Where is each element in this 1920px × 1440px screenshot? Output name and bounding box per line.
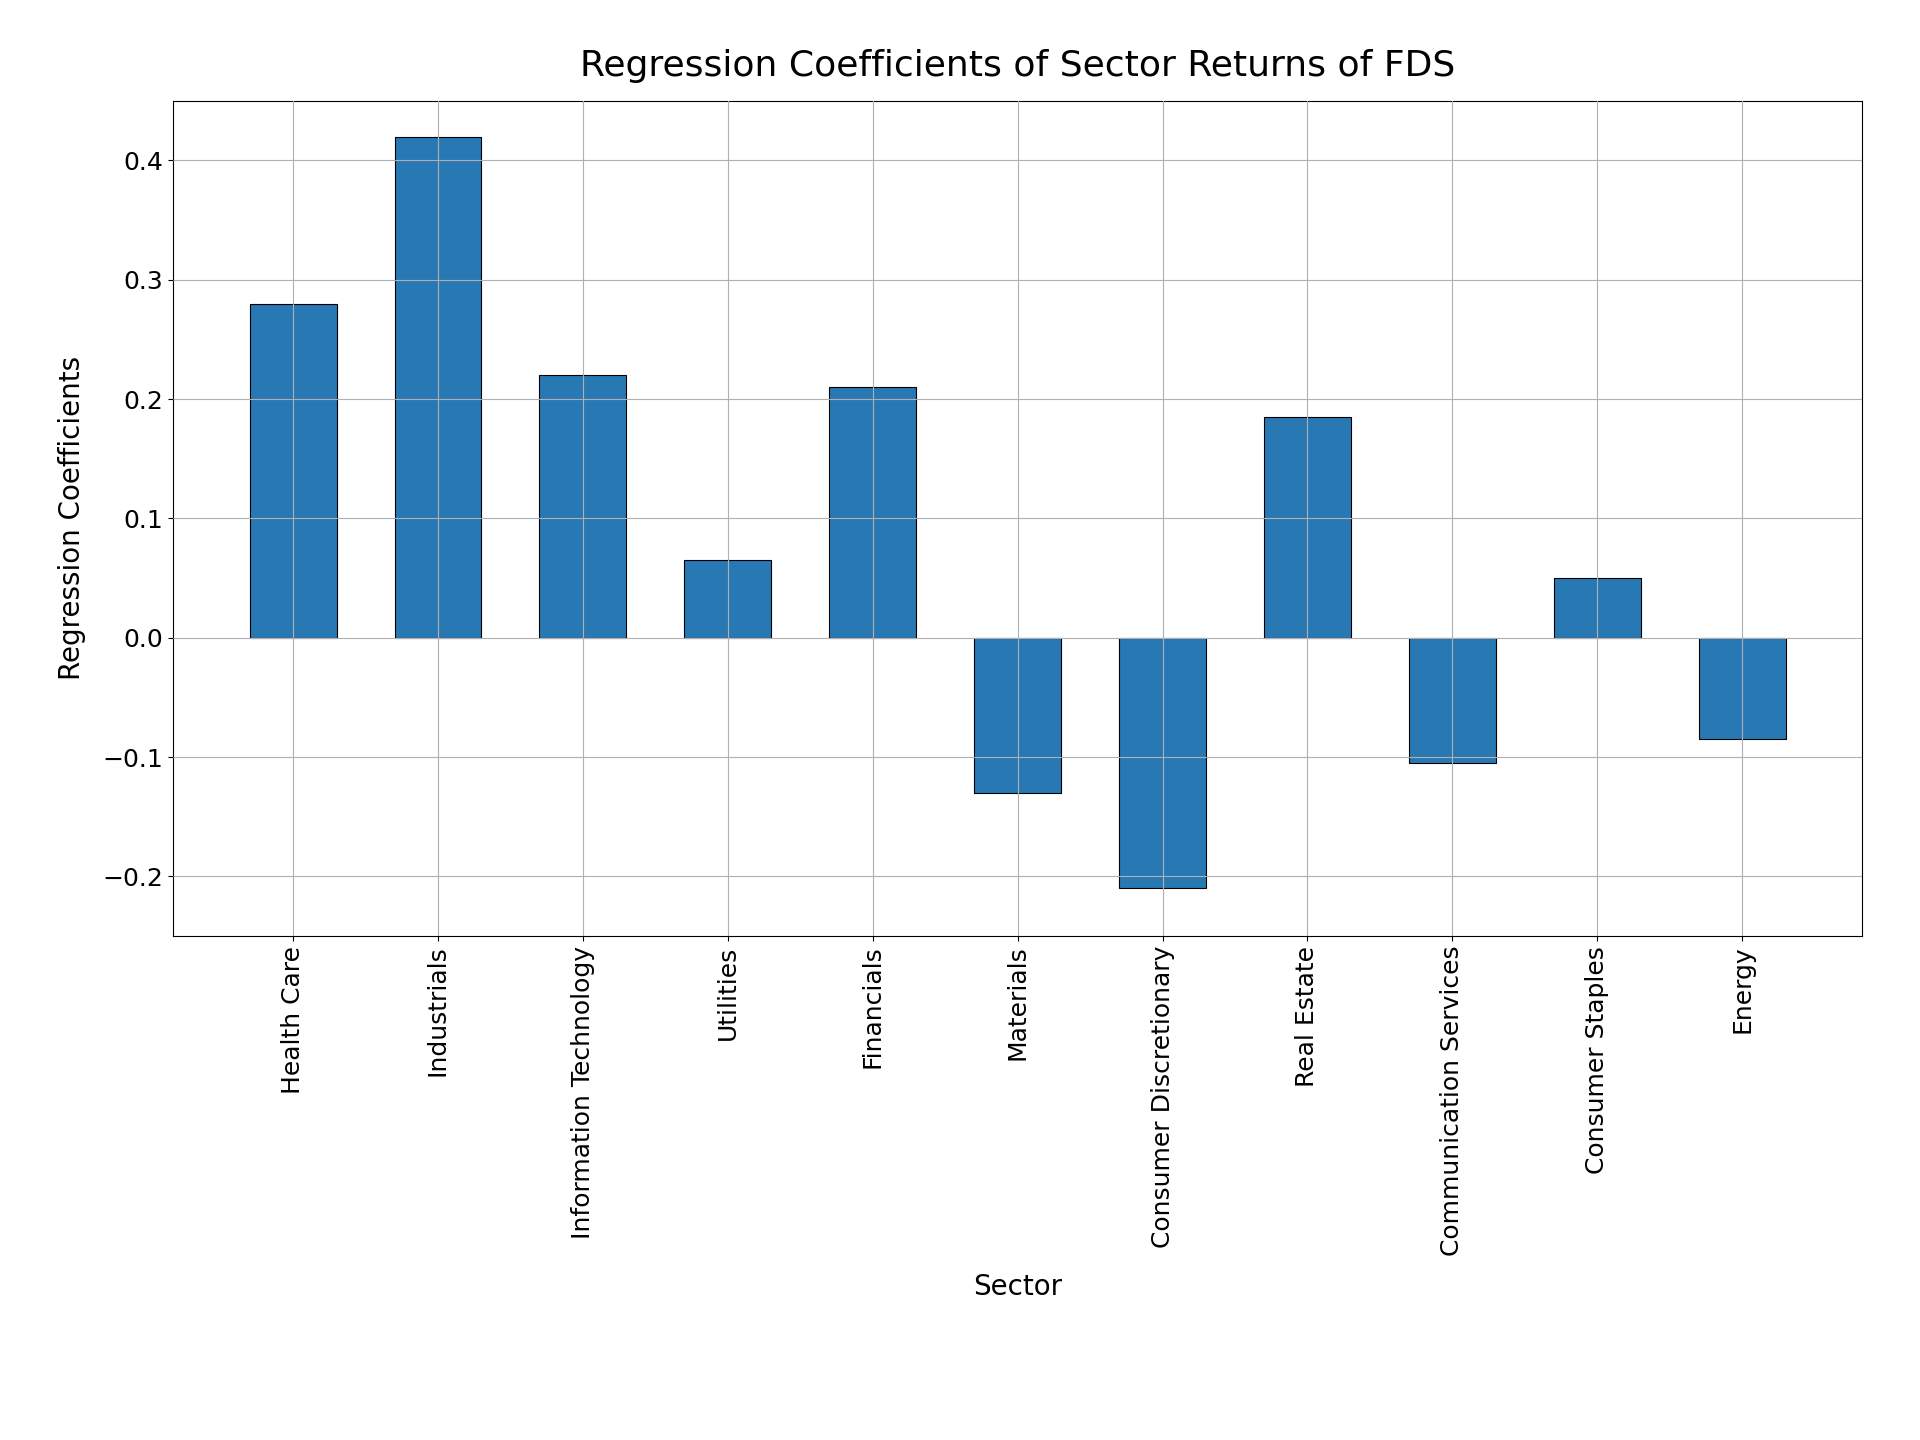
- Bar: [1119, 638, 1206, 888]
- Bar: [540, 376, 626, 638]
- Bar: [394, 137, 482, 638]
- Bar: [1263, 418, 1352, 638]
- Bar: [829, 387, 916, 638]
- Bar: [1553, 577, 1642, 638]
- Bar: [973, 638, 1062, 793]
- Bar: [250, 304, 336, 638]
- Y-axis label: Regression Coefficients: Regression Coefficients: [58, 356, 86, 681]
- Bar: [1699, 638, 1786, 739]
- Bar: [1409, 638, 1496, 763]
- Bar: [684, 560, 772, 638]
- X-axis label: Sector: Sector: [973, 1273, 1062, 1300]
- Title: Regression Coefficients of Sector Returns of FDS: Regression Coefficients of Sector Return…: [580, 49, 1455, 82]
